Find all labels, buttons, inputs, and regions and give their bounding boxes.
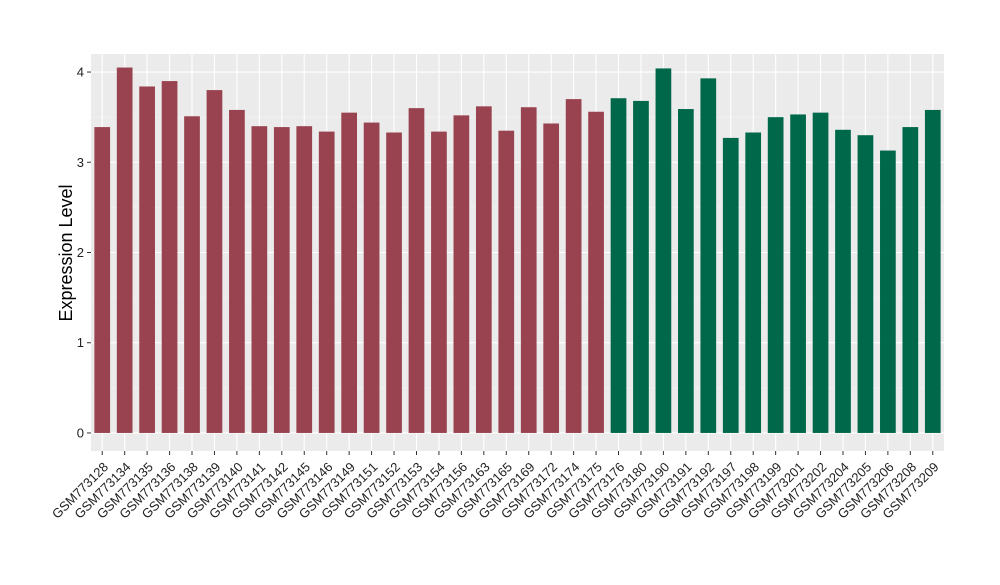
bar-GSM773180 bbox=[633, 100, 649, 433]
bar-GSM773134 bbox=[116, 67, 133, 433]
bar-GSM773151 bbox=[363, 122, 380, 433]
bar-GSM773198 bbox=[745, 132, 762, 433]
bar-GSM773190 bbox=[655, 68, 672, 433]
bar-GSM773140 bbox=[229, 109, 245, 433]
bar-GSM773141 bbox=[251, 126, 268, 433]
y-axis-title: Expression Level bbox=[56, 184, 76, 321]
bar-GSM773176 bbox=[610, 98, 627, 433]
bar-GSM773138 bbox=[184, 116, 200, 433]
y-tick-label: 0 bbox=[77, 425, 84, 440]
bar-GSM773191 bbox=[677, 109, 694, 433]
bar-GSM773146 bbox=[318, 131, 335, 433]
x-axis: GSM773128GSM773134GSM773135GSM773136GSM7… bbox=[49, 451, 942, 522]
y-tick-label: 4 bbox=[77, 65, 84, 80]
bar-GSM773149 bbox=[341, 112, 358, 433]
bar-GSM773174 bbox=[565, 99, 582, 433]
bar-GSM773128 bbox=[94, 127, 111, 433]
y-axis: 0 1 2 3 4 bbox=[77, 65, 91, 440]
y-tick-label: 1 bbox=[77, 335, 84, 350]
bar-GSM773154 bbox=[431, 131, 447, 433]
y-tick-label: 2 bbox=[77, 245, 84, 260]
bar-GSM773204 bbox=[835, 129, 851, 433]
bar-GSM773202 bbox=[812, 112, 829, 433]
bar-GSM773145 bbox=[296, 126, 313, 433]
y-tick-label: 3 bbox=[77, 155, 84, 170]
bar-GSM773153 bbox=[408, 108, 425, 433]
bar-GSM773201 bbox=[790, 114, 806, 433]
bar-GSM773209 bbox=[924, 109, 941, 433]
bar-GSM773135 bbox=[139, 86, 155, 433]
bar-GSM773142 bbox=[273, 127, 290, 433]
bar-GSM773156 bbox=[453, 115, 470, 433]
bar-GSM773192 bbox=[700, 78, 717, 433]
bar-GSM773163 bbox=[475, 106, 492, 433]
bar-GSM773165 bbox=[498, 130, 515, 433]
bar-GSM773206 bbox=[880, 150, 896, 433]
bar-GSM773208 bbox=[902, 127, 919, 433]
bar-GSM773152 bbox=[386, 132, 402, 433]
bars bbox=[94, 67, 941, 433]
bar-GSM773197 bbox=[722, 137, 739, 433]
bar-GSM773199 bbox=[767, 117, 784, 433]
bar-GSM773172 bbox=[543, 123, 560, 433]
bar-GSM773139 bbox=[206, 90, 223, 433]
bar-GSM773205 bbox=[857, 135, 874, 433]
bar-GSM773169 bbox=[520, 107, 537, 433]
bar-GSM773136 bbox=[161, 81, 178, 433]
bar-GSM773175 bbox=[588, 111, 604, 433]
